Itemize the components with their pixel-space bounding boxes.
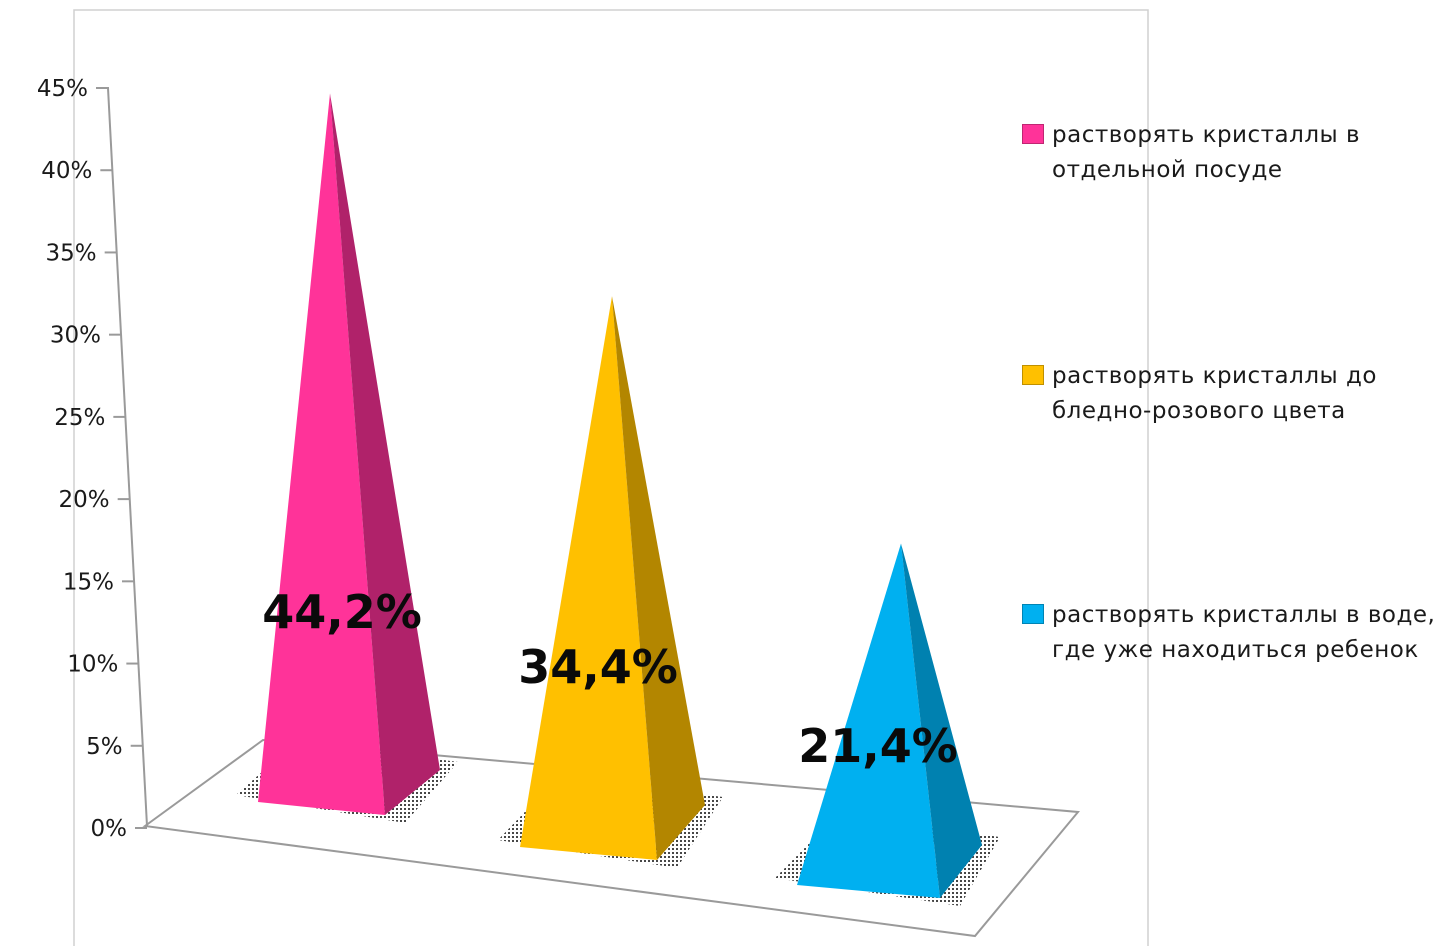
pyramid-face-right: [901, 543, 982, 898]
pyramid-face-left: [520, 296, 657, 860]
chart-area-border: [73, 9, 1149, 946]
legend-swatch-1: [1022, 124, 1044, 144]
pyramids: [236, 93, 1000, 906]
legend-label-2: растворять кристаллы до бледно-розового …: [1052, 363, 1377, 424]
y-tick-label: 10%: [67, 652, 118, 678]
y-tick-label: 15%: [63, 569, 114, 595]
data-label-1: 44,2%: [262, 585, 422, 639]
pyramid-face-left: [797, 543, 940, 898]
y-tick-label: 30%: [50, 323, 101, 349]
y-tick-label: 20%: [59, 487, 110, 513]
legend-swatch-3: [1022, 604, 1044, 624]
y-tick-label: 40%: [41, 158, 92, 184]
pyramid-2: [498, 296, 723, 868]
data-label-2: 34,4%: [518, 640, 678, 694]
y-tick-label: 0%: [91, 816, 128, 842]
y-tick-label: 45%: [37, 76, 88, 102]
pyramid-face-right: [330, 93, 440, 815]
legend-label-3: растворять кристаллы в воде, где уже нах…: [1052, 602, 1436, 663]
pyramid-face-left: [258, 93, 385, 815]
floor-plane: [142, 738, 1080, 938]
legend-item-2: растворять кристаллы до бледно-розового …: [1022, 359, 1437, 429]
pyramid-1: [236, 93, 458, 823]
y-tick-label: 25%: [54, 405, 105, 431]
legend-label-1: растворять кристаллы в отдельной посуде: [1052, 122, 1361, 183]
data-label-3: 21,4%: [798, 719, 958, 773]
y-tick-label: 35%: [46, 240, 97, 266]
data-labels: 44,2% 34,4% 21,4%: [262, 585, 958, 773]
y-axis-ticks: 0% 5% 10% 15% 20% 25% 30% 35% 40% 45%: [37, 76, 147, 842]
legend-swatch-2: [1022, 365, 1044, 385]
value-axis: [97, 87, 148, 827]
legend-item-3: растворять кристаллы в воде, где уже нах…: [1022, 598, 1437, 668]
y-tick-label: 5%: [86, 734, 123, 760]
legend-item-1: растворять кристаллы в отдельной посуде: [1022, 118, 1437, 188]
pyramid-face-right: [612, 296, 705, 860]
pyramid-3: [775, 543, 1000, 906]
